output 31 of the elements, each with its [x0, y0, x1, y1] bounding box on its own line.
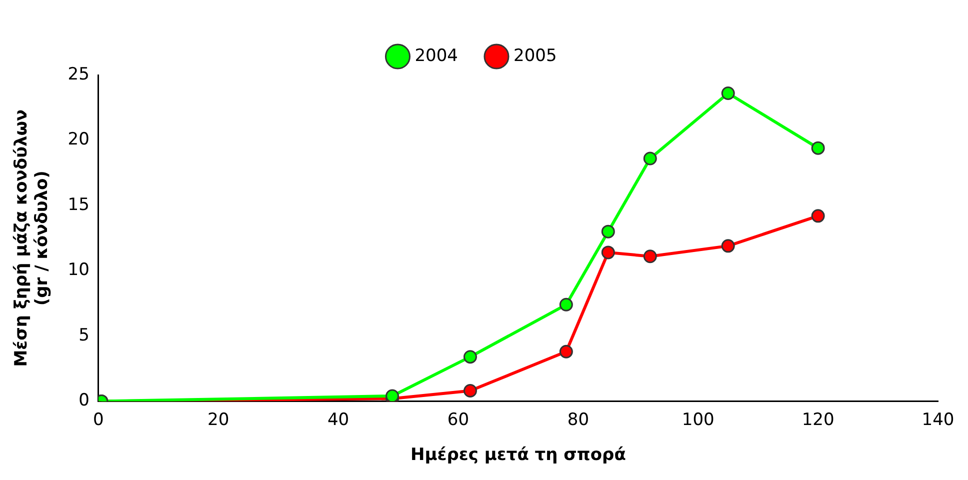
- x-tick-label: 20: [208, 410, 230, 430]
- point: [463, 350, 477, 364]
- point: [559, 298, 573, 312]
- x-tick-label: 100: [682, 410, 714, 430]
- x-axis-title: Ημέρες μετά τη σπορά: [410, 445, 626, 466]
- y-tick-label: 0: [78, 390, 90, 411]
- point: [601, 224, 615, 238]
- x-tick-label: 0: [93, 410, 104, 430]
- x-tick-label: 40: [327, 410, 350, 430]
- point: [643, 152, 657, 166]
- point: [721, 239, 735, 253]
- y-tick-label: 10: [68, 260, 90, 280]
- point: [601, 246, 615, 260]
- y-axis-title: Μέση ξηρή μάζα κονδύλων (gr / κόνδυλο): [12, 109, 52, 367]
- point: [721, 86, 735, 100]
- legend-label: 2004: [414, 46, 458, 66]
- point: [811, 141, 825, 155]
- x-tick-label: 60: [447, 410, 470, 430]
- x-tick-label: 80: [567, 410, 590, 430]
- x-tick-label: 140: [922, 410, 954, 430]
- legend-label: 2005: [514, 46, 557, 66]
- y-tick-label: 25: [68, 64, 90, 84]
- point: [463, 384, 477, 398]
- point: [643, 250, 657, 264]
- y-tick-label: 15: [68, 194, 90, 215]
- point: [811, 209, 825, 223]
- y-tick-label: 20: [68, 130, 90, 150]
- point: [559, 344, 573, 358]
- x-tick-label: 120: [802, 410, 834, 430]
- y-tick-label: 5: [78, 325, 90, 346]
- point: [386, 389, 400, 402]
